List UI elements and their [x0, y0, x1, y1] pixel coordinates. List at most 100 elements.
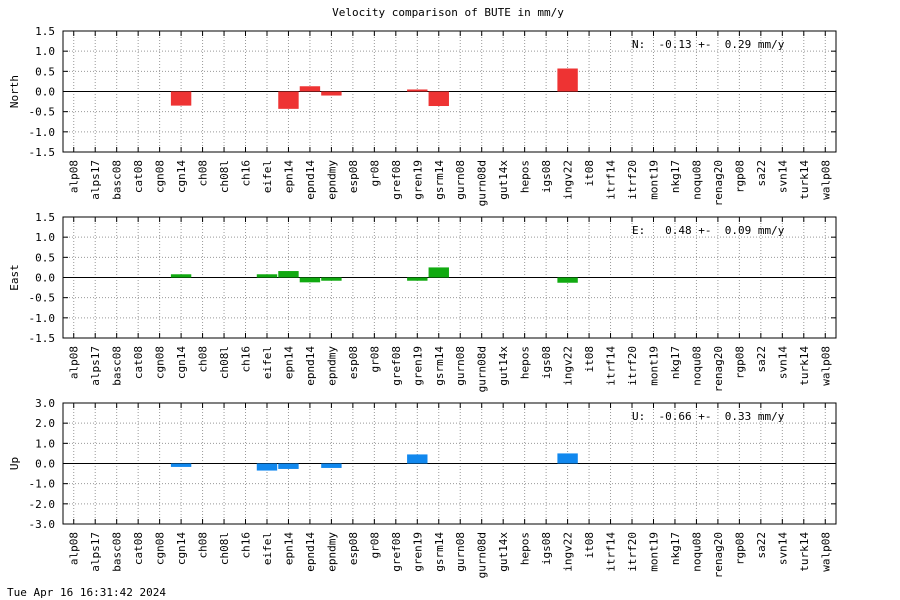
panel-2-x-tick-label: ch08	[197, 346, 210, 373]
panel-1-x-tick-label: esp08	[347, 160, 360, 193]
panel-2-x-tick-label: walp08	[819, 346, 832, 386]
panel-3-x-tick-label: epnd14	[304, 532, 317, 572]
panel-3-x-tick-label: nkg17	[669, 532, 682, 565]
panel-2-x-tick-label: eifel	[261, 346, 274, 379]
panel-2-x-tick-label: epnd14	[304, 346, 317, 386]
panel-3-x-tick-label: gurn08	[454, 532, 467, 572]
panel-1-x-tick-label: gurn08d	[476, 160, 489, 206]
panel-1-bar-ingv22	[557, 68, 578, 92]
panel-3-x-tick-label: alp08	[68, 532, 81, 565]
panel-2-x-tick-label: mont19	[647, 346, 660, 386]
panel-3-x-tick-label: mont19	[647, 532, 660, 572]
panel-2-x-tick-label: gref08	[390, 346, 403, 386]
panel-1-x-tick-label: renag20	[712, 160, 725, 206]
panel-1-x-tick-label: ch16	[240, 160, 253, 187]
panel-3-x-tick-label: gr08	[368, 532, 381, 559]
panel-1-bar-cgn14	[170, 91, 192, 106]
panel-3-x-tick-label: itrf20	[626, 532, 639, 572]
panel-3-bar-ingv22	[557, 453, 578, 464]
panel-1-x-tick-label: ingv22	[562, 160, 575, 200]
panel-2-bar-epn14	[278, 271, 299, 278]
panel-2-x-tick-label: alps17	[89, 346, 102, 386]
panel-3-x-tick-label: eifel	[261, 532, 274, 565]
panel-3-x-tick-label: epndmy	[325, 532, 338, 572]
panel-2-x-tick-label: gsrm14	[433, 346, 446, 386]
panel-1-bar-epndmy	[321, 91, 342, 96]
panel-1-annotation: N: -0.13 +- 0.29 mm/y	[632, 38, 785, 51]
panel-3-x-tick-label: gurn08d	[476, 532, 489, 578]
panel-1-x-tick-label: noqu08	[690, 160, 703, 200]
panel-1-x-tick-label: epnd14	[304, 160, 317, 200]
panel-1-x-tick-label: epndmy	[325, 160, 338, 200]
panel-2-x-tick-label: hepos	[519, 346, 532, 379]
panel-1-x-tick-label: sa22	[755, 160, 768, 187]
panel-2-x-tick-label: alp08	[68, 346, 81, 379]
panel-3-x-tick-label: gref08	[390, 532, 403, 572]
panel-3-x-tick-label: gsrm14	[433, 532, 446, 572]
panel-2-y-tick-label: 1.5	[35, 211, 55, 224]
panel-2-x-tick-label: turk14	[798, 346, 811, 386]
panel-1-y-tick-label: 1.0	[35, 45, 55, 58]
panel-1-bar-gren19	[407, 89, 428, 92]
panel-2-y-tick-label: 0.5	[35, 251, 55, 264]
panel-1-x-tick-label: rgp08	[733, 160, 746, 193]
panel-2-x-tick-label: nkg17	[669, 346, 682, 379]
panel-2-bar-ingv22	[557, 277, 578, 283]
panel-1-x-tick-label: ch08	[197, 160, 210, 187]
panel-2-x-tick-label: ch08l	[218, 346, 231, 379]
panel-1-x-tick-label: gurn08	[454, 160, 467, 200]
panel-2-x-tick-label: gurn08	[454, 346, 467, 386]
panel-3-x-tick-label: hepos	[519, 532, 532, 565]
panel-1-bar-epnd14	[299, 86, 321, 92]
panel-2-x-tick-label: it08	[583, 346, 596, 373]
panel-2-x-tick-label: itrf20	[626, 346, 639, 386]
panel-3-bar-gren19	[407, 454, 428, 464]
panel-1-x-tick-label: gren19	[411, 160, 424, 200]
panel-3-x-tick-label: alps17	[89, 532, 102, 572]
panel-3-y-tick-label: 0.0	[35, 458, 55, 471]
panel-3-x-tick-label: basc08	[111, 532, 124, 572]
panel-1-x-tick-label: svn14	[776, 160, 789, 193]
panel-1-x-tick-label: cgn14	[175, 160, 188, 193]
panel-3-bar-eifel	[256, 463, 278, 471]
panel-2-x-tick-label: cgn14	[175, 346, 188, 379]
panel-1-y-axis-label: North	[8, 75, 21, 108]
panel-3-y-tick-label: 3.0	[35, 397, 55, 410]
panel-2-x-tick-label: epn14	[282, 346, 295, 379]
panel-2-bar-gsrm14	[428, 267, 449, 278]
panel-2-x-tick-label: gren19	[411, 346, 424, 386]
panel-2-bar-epnd14	[299, 277, 321, 283]
panel-2-x-tick-label: itrf14	[605, 346, 618, 386]
panel-1-x-tick-label: it08	[583, 160, 596, 187]
panel-3-x-tick-label: gren19	[411, 532, 424, 572]
panel-3-x-tick-label: renag20	[712, 532, 725, 578]
panel-3-x-tick-label: ingv22	[562, 532, 575, 572]
panel-1-x-tick-label: nkg17	[669, 160, 682, 193]
panel-1-x-tick-label: epn14	[282, 160, 295, 193]
panel-2-y-tick-label: 0.0	[35, 272, 55, 285]
panel-3-x-tick-label: walp08	[819, 532, 832, 572]
panel-1-y-tick-label: 0.5	[35, 65, 55, 78]
panel-2-x-tick-label: svn14	[776, 346, 789, 379]
panel-3-x-tick-label: ch08	[197, 532, 210, 559]
panel-1-x-tick-label: turk14	[798, 160, 811, 200]
panel-1-x-tick-label: gsrm14	[433, 160, 446, 200]
panel-2-x-tick-label: basc08	[111, 346, 124, 386]
panel-1-y-tick-label: -1.5	[29, 146, 56, 159]
panel-2-x-tick-label: gurn08d	[476, 346, 489, 392]
panel-1-y-tick-label: 0.0	[35, 86, 55, 99]
panel-3-y-axis-label: Up	[8, 457, 21, 470]
panel-1-x-tick-label: ch08l	[218, 160, 231, 193]
panel-1-x-tick-label: eifel	[261, 160, 274, 193]
panel-1-x-tick-label: alps17	[89, 160, 102, 200]
panel-1-bar-epn14	[278, 91, 299, 109]
panel-3-x-tick-label: gut14x	[497, 532, 510, 572]
chart-title: Velocity comparison of BUTE in mm/y	[332, 6, 564, 19]
panel-2-x-tick-label: igs08	[540, 346, 553, 379]
panel-3-x-tick-label: cgn08	[154, 532, 167, 565]
panel-3-x-tick-label: esp08	[347, 532, 360, 565]
panel-1-x-tick-label: gref08	[390, 160, 403, 200]
panel-3-bar-epn14	[278, 463, 299, 469]
panel-1-x-tick-label: basc08	[111, 160, 124, 200]
